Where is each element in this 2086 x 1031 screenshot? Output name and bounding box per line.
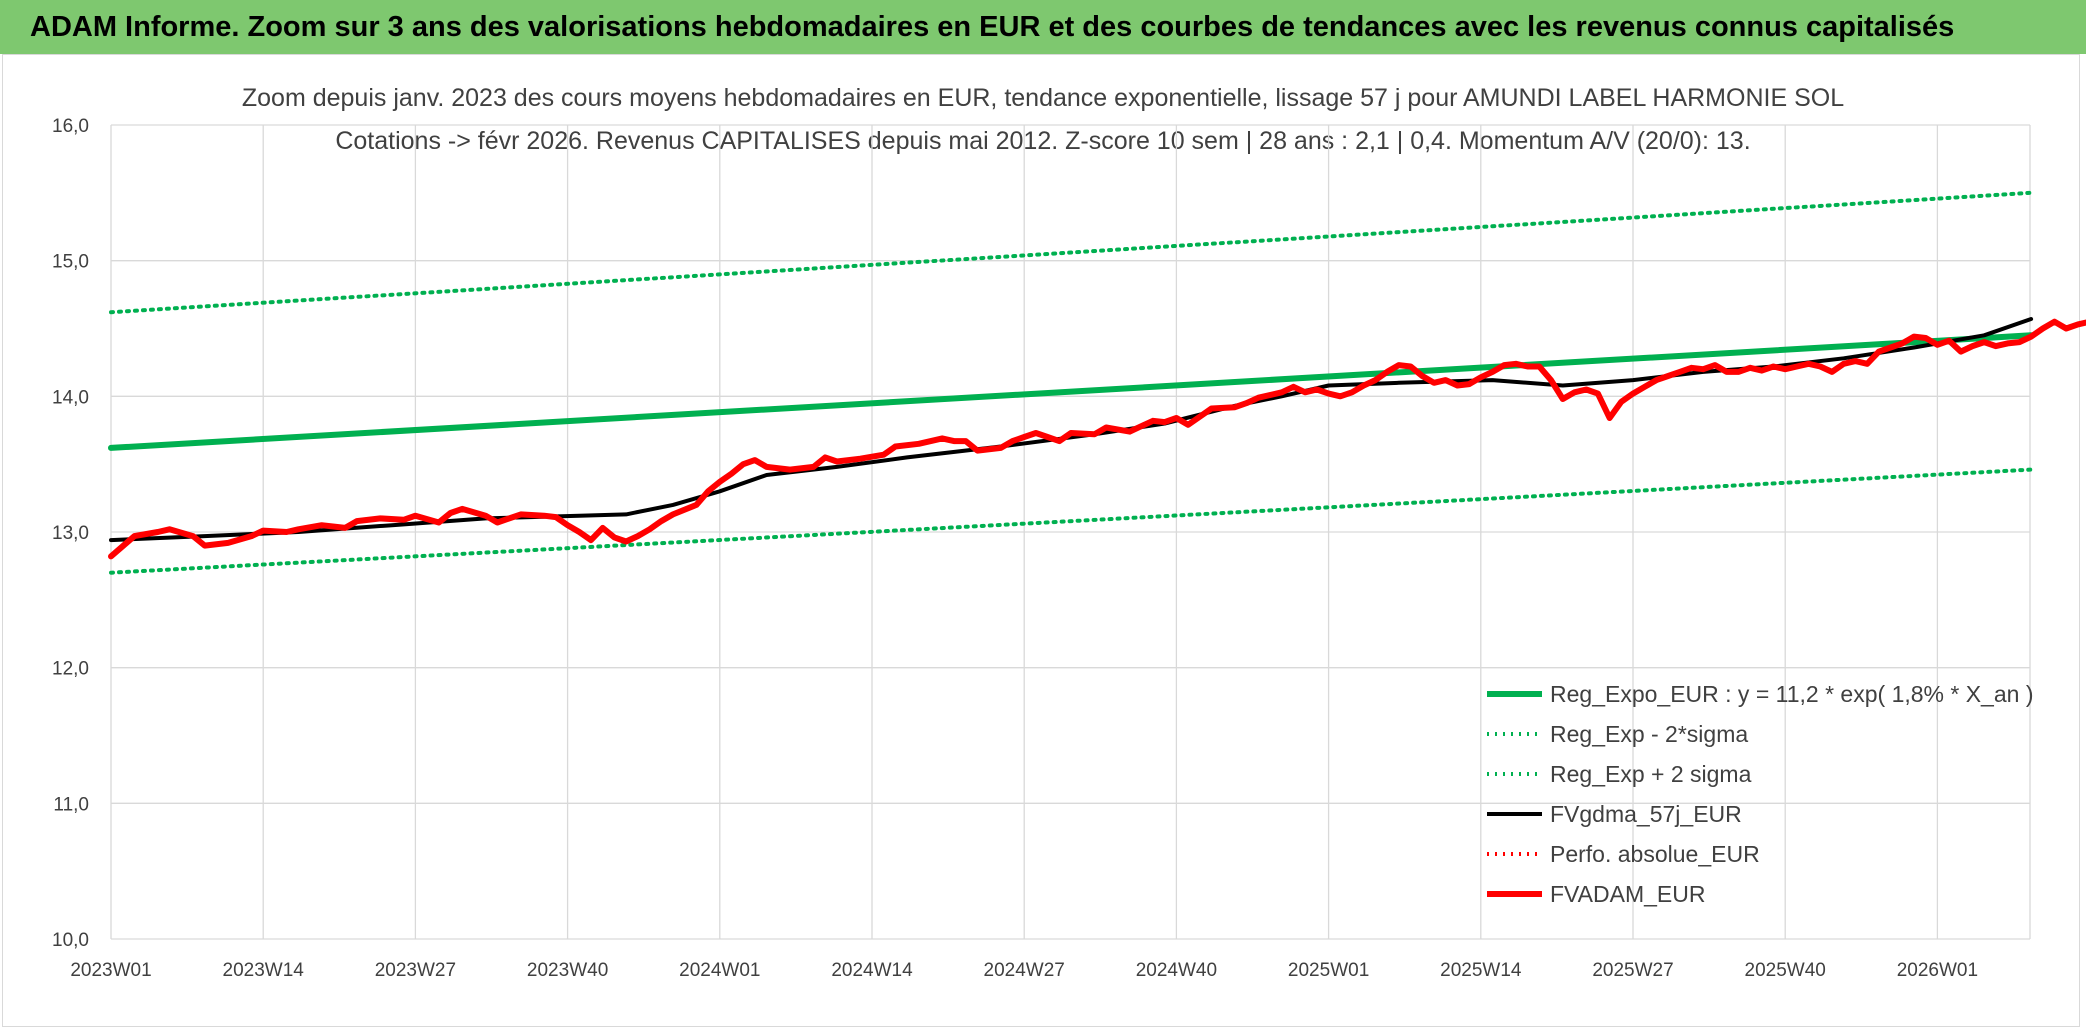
x-tick-label: 2023W27: [375, 960, 456, 981]
chart-frame: [2, 54, 2080, 1027]
series-line-2: [109, 190, 2034, 315]
x-tick-label: 2023W01: [70, 960, 151, 981]
x-tick-label: 2025W01: [1288, 960, 1369, 981]
series-line-1: [109, 467, 2034, 575]
y-tick-label: 11,0: [53, 794, 89, 815]
chart-title-line-1: Zoom depuis janv. 2023 des cours moyens …: [241, 84, 1845, 112]
x-tick-label: 2024W14: [831, 960, 913, 981]
x-tick-label: 2025W27: [1592, 960, 1673, 981]
y-tick-label: 12,0: [52, 659, 89, 680]
y-tick-label: 15,0: [52, 252, 89, 273]
report-banner-title: ADAM Informe. Zoom sur 3 ans des valoris…: [30, 10, 1955, 43]
chart-title-line-2: Cotations -> févr 2026. Revenus CAPITALI…: [335, 127, 1751, 155]
legend-label: Reg_Exp - 2*sigma: [1550, 721, 1748, 747]
x-tick-label: 2024W27: [984, 960, 1065, 981]
legend-label: FVgdma_57j_EUR: [1550, 801, 1742, 827]
legend-label: Reg_Exp + 2 sigma: [1550, 761, 1752, 787]
legend-label: Perfo. absolue_EUR: [1550, 841, 1760, 867]
series-line-5: [108, 318, 2086, 560]
y-tick-label: 10,0: [52, 930, 89, 951]
x-tick-label: 2026W01: [1897, 960, 1978, 981]
series-line-0: [108, 332, 2035, 451]
y-tick-label: 14,0: [52, 387, 89, 408]
legend-label: FVADAM_EUR: [1550, 881, 1706, 907]
x-tick-label: 2023W14: [223, 960, 305, 981]
x-tick-label: 2024W01: [679, 960, 760, 981]
x-tick-label: 2023W40: [527, 960, 608, 981]
y-tick-label: 13,0: [52, 523, 89, 544]
report-banner: ADAM Informe. Zoom sur 3 ans des valoris…: [0, 0, 2086, 54]
x-tick-label: 2025W14: [1440, 960, 1522, 981]
legend-label: Reg_Expo_EUR : y = 11,2 * exp( 1,8% * X_…: [1550, 681, 2033, 707]
y-tick-label: 16,0: [52, 116, 89, 137]
x-tick-label: 2024W40: [1136, 960, 1217, 981]
x-tick-label: 2025W40: [1745, 960, 1826, 981]
